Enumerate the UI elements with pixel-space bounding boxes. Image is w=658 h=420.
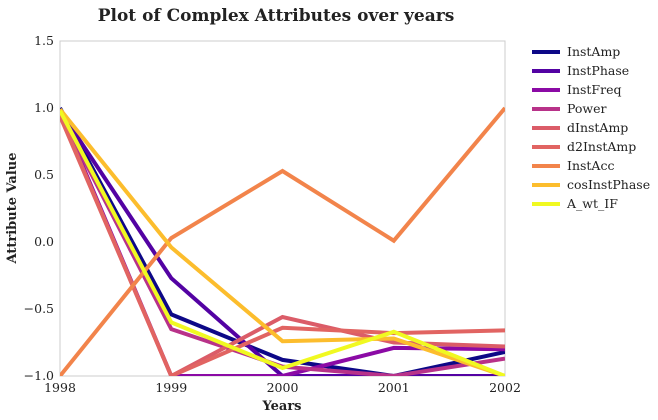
y-tick-label: 0.5 bbox=[34, 167, 54, 182]
legend-label: dInstAmp bbox=[567, 120, 628, 135]
series-line-instphase bbox=[60, 109, 505, 376]
legend-item: InstPhase bbox=[532, 63, 629, 78]
legend-label: A_wt_IF bbox=[566, 196, 618, 211]
y-tick-label: 1.5 bbox=[34, 33, 54, 48]
x-tick-label: 1998 bbox=[44, 380, 76, 395]
legend-label: Power bbox=[567, 101, 607, 116]
y-tick-label: 0.0 bbox=[34, 234, 54, 249]
legend-item: Power bbox=[532, 101, 607, 116]
legend-item: InstAcc bbox=[532, 158, 614, 173]
legend-item: cosInstPhase bbox=[532, 177, 650, 192]
legend-item: InstFreq bbox=[532, 82, 621, 97]
series-line-instamp bbox=[60, 107, 505, 376]
legend-label: InstFreq bbox=[567, 82, 621, 97]
series-line-cosinstphase bbox=[60, 108, 505, 376]
y-axis: 1.5 1.0 0.5 0.0 −0.5 −1.0 bbox=[24, 33, 54, 383]
chart-title: Plot of Complex Attributes over years bbox=[98, 6, 455, 26]
series-line-instacc bbox=[60, 106, 505, 376]
legend: InstAmp InstPhase InstFreq Power dInstAmp d2I… bbox=[532, 44, 650, 211]
x-tick-label: 1999 bbox=[155, 380, 187, 395]
legend-item: A_wt_IF bbox=[532, 196, 618, 211]
legend-label: d2InstAmp bbox=[567, 139, 636, 154]
y-tick-label: −0.5 bbox=[24, 301, 54, 316]
series-line-a-wt-if bbox=[60, 109, 505, 376]
x-axis: 1998 1999 2000 2001 2002 bbox=[44, 380, 521, 395]
y-axis-label: Attribute Value bbox=[5, 153, 20, 265]
legend-label: cosInstPhase bbox=[567, 177, 650, 192]
x-tick-label: 2000 bbox=[267, 380, 299, 395]
legend-item: InstAmp bbox=[532, 44, 620, 59]
legend-label: InstPhase bbox=[567, 63, 629, 78]
series-layer bbox=[60, 106, 505, 376]
y-tick-label: −1.0 bbox=[24, 368, 54, 383]
legend-label: InstAmp bbox=[567, 44, 620, 59]
legend-item: dInstAmp bbox=[532, 120, 628, 135]
plot-area bbox=[59, 40, 506, 377]
x-tick-label: 2001 bbox=[378, 380, 410, 395]
legend-label: InstAcc bbox=[567, 158, 614, 173]
x-axis-label: Years bbox=[261, 399, 301, 414]
y-tick-label: 1.0 bbox=[34, 100, 54, 115]
legend-item: d2InstAmp bbox=[532, 139, 636, 154]
series-line-d2instamp bbox=[60, 115, 505, 376]
x-tick-label: 2002 bbox=[489, 380, 521, 395]
